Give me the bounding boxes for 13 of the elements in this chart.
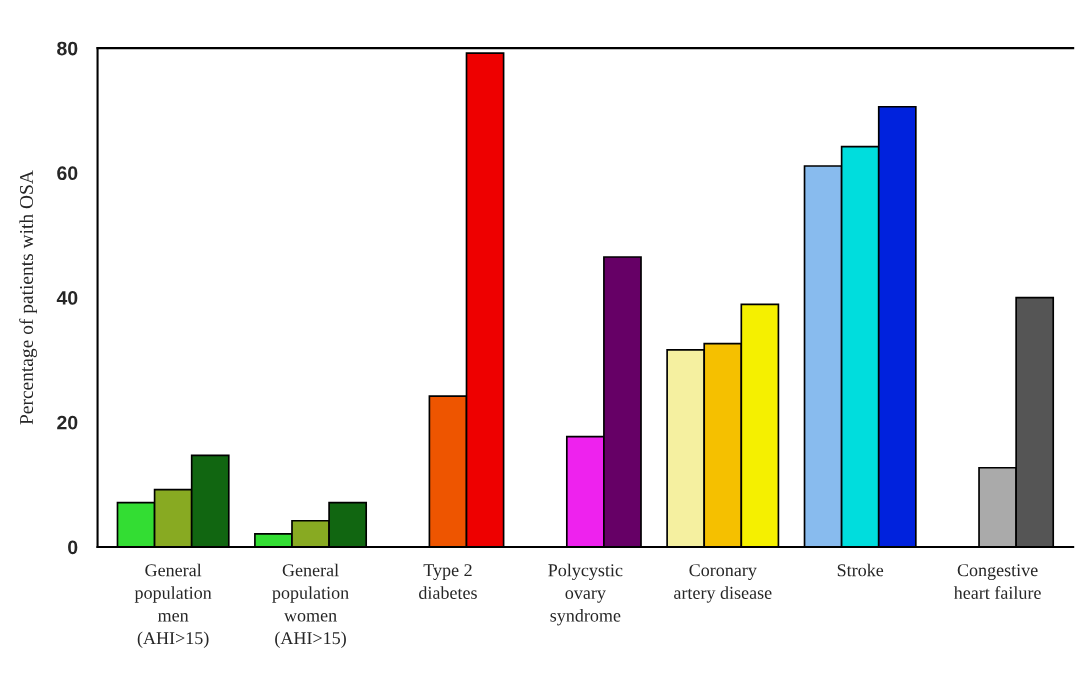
x-tick-label: Stroke: [837, 563, 884, 577]
y-tick-label: 80: [57, 41, 78, 56]
y-tick-label: 20: [57, 415, 78, 430]
y-axis-title: Percentage of patients with OSA: [19, 170, 38, 425]
x-tick-label: Coronary artery disease: [674, 564, 772, 603]
y-tick-label: 60: [57, 166, 78, 181]
x-tick-label: General population women (AHI>15): [272, 563, 349, 648]
x-tick-label: Type 2 diabetes: [419, 564, 477, 599]
x-tick-label: Congestive heart failure: [953, 564, 1041, 599]
y-tick-label: 40: [56, 291, 78, 305]
y-tick-label: 0: [68, 540, 78, 555]
x-tick-label: Polycystic ovary syndrome: [548, 563, 623, 626]
x-tick-label: General population men (AHI>15): [134, 563, 212, 648]
